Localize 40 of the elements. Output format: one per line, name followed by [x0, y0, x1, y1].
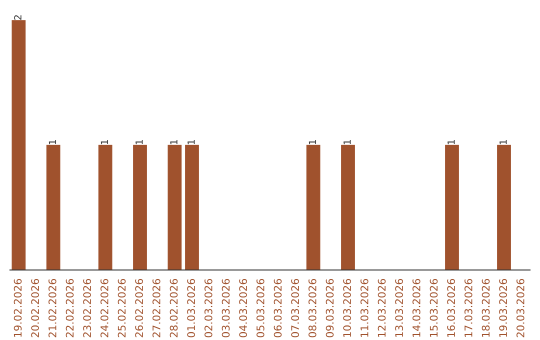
- x-tick-label: 19.02.2026: [14, 278, 22, 337]
- x-tick-label: 10.03.2026: [343, 278, 352, 337]
- data-label: 1: [308, 140, 316, 144]
- x-tick-label: 05.03.2026: [256, 278, 264, 338]
- x-tick-label: 17.03.2026: [464, 278, 472, 337]
- x-tick-label: 21.02.2026: [48, 278, 56, 338]
- x-tick-label: 18.03.2026: [482, 278, 490, 337]
- data-label: 1: [448, 140, 455, 144]
- x-tick-label: 20.03.2026: [516, 278, 524, 338]
- x-tick-label: 04.03.2026: [239, 278, 248, 338]
- x-tick-label: 15.03.2026: [430, 278, 438, 337]
- data-label: 1: [136, 140, 143, 144]
- x-tick-label: 24.02.2026: [100, 278, 108, 338]
- x-tick-label: 12.03.2026: [378, 278, 386, 337]
- x-tick-label: 19.03.2026: [499, 278, 508, 337]
- x-tick-label: 08.03.2026: [308, 278, 316, 338]
- x-tick-label: 07.03.2026: [291, 278, 300, 338]
- data-label: 1: [170, 140, 178, 144]
- data-label: 1: [344, 140, 351, 144]
- x-tick-label: 22.02.2026: [66, 278, 74, 338]
- x-tick-label: 26.02.2026: [135, 278, 144, 338]
- x-tick-label: 13.03.2026: [395, 278, 404, 337]
- data-label: 1: [48, 140, 56, 144]
- data-label: 1: [188, 140, 195, 144]
- x-tick-label: 20.02.2026: [31, 278, 40, 338]
- x-tick-label: 03.03.2026: [222, 278, 230, 338]
- x-tick-label: 27.02.2026: [152, 278, 160, 338]
- x-tick-label: 02.03.2026: [204, 278, 212, 338]
- x-tick-label: 01.03.2026: [187, 278, 196, 338]
- x-tick-label: 14.03.2026: [412, 278, 420, 337]
- x-tick-label: 28.02.2026: [170, 278, 178, 338]
- x-tick-label: 16.03.2026: [447, 278, 456, 337]
- x-tick-label: 25.02.2026: [118, 278, 126, 338]
- data-label: 1: [100, 140, 108, 144]
- x-tick-label: 11.03.2026: [360, 278, 368, 337]
- x-tick-label: 09.03.2026: [326, 278, 334, 338]
- x-tick-label: 06.03.2026: [274, 278, 282, 338]
- data-label: 2: [14, 15, 22, 20]
- data-label: 1: [500, 140, 507, 144]
- x-tick-label: 23.02.2026: [83, 278, 92, 338]
